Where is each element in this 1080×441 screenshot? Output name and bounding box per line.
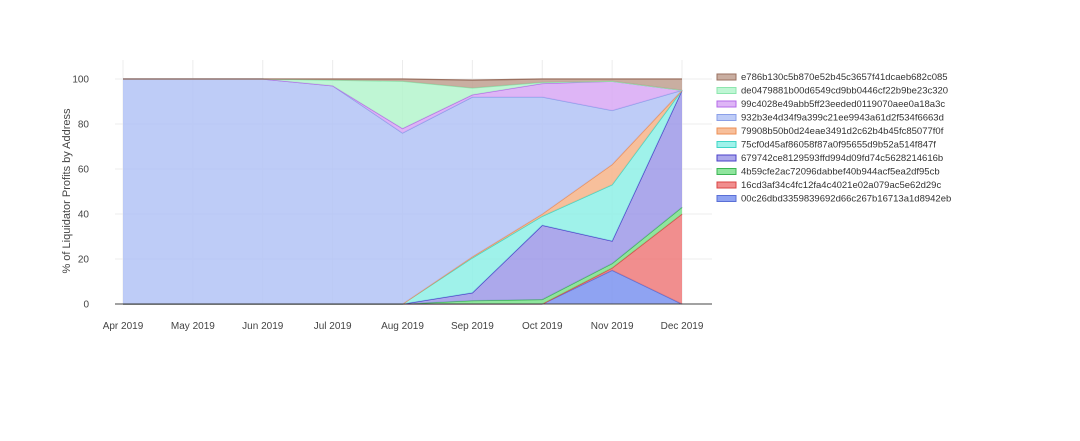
legend-swatch [716, 73, 737, 81]
legend-item[interactable]: 932b3e4d34f9a399c21ee9943a61d2f534f6663d [716, 113, 944, 124]
legend-swatch [716, 141, 737, 148]
legend-item[interactable]: 679742ce8129593ffd994d09fd74c5628214616b [716, 153, 943, 164]
x-tick-label: Jun 2019 [242, 321, 284, 332]
area-series-line-9 [123, 78, 682, 81]
area-series-0 [123, 270, 682, 304]
area-series-9 [123, 79, 682, 91]
y-tick-label: 0 [83, 300, 89, 311]
area-series-8 [123, 79, 682, 129]
x-tick-label: Aug 2019 [381, 321, 424, 332]
y-tick-label: 20 [78, 255, 90, 266]
x-tick-label: Dec 2019 [661, 321, 704, 332]
legend-item[interactable]: de0479881b00d6549cd9bb0446cf22b9be23c320 [716, 86, 948, 97]
y-tick-label: 80 [78, 120, 90, 131]
legend-item[interactable]: 75cf0d45af86058f87a0f95655d9b52a514f847f [716, 140, 936, 151]
area-series-5 [123, 90, 682, 304]
area-series-7 [123, 79, 682, 133]
x-tick-label: Nov 2019 [591, 321, 634, 332]
legend-swatch [716, 87, 737, 94]
legend-label: 932b3e4d34f9a399c21ee9943a61d2f534f6663d [741, 113, 944, 124]
legend-swatch [716, 195, 737, 202]
legend-item[interactable]: 00c26dbd3359839692d66c267b16713a1d8942eb [716, 194, 951, 205]
legend-swatch [716, 168, 737, 175]
legend-label: 679742ce8129593ffd994d09fd74c5628214616b [741, 153, 943, 164]
legend-item[interactable]: 16cd3af34c4fc12fa4c4021e02a079ac5e62d29c [716, 180, 941, 191]
y-tick-label: 60 [78, 165, 90, 176]
legend-label: 99c4028e49abb5ff23eeded0119070aee0a18a3c [741, 99, 945, 110]
x-tick-label: Oct 2019 [522, 321, 563, 332]
legend-label: de0479881b00d6549cd9bb0446cf22b9be23c320 [741, 86, 948, 97]
legend-label: 75cf0d45af86058f87a0f95655d9b52a514f847f [741, 140, 936, 151]
x-tick-label: Sep 2019 [451, 321, 494, 332]
x-tick-label: Apr 2019 [103, 321, 144, 332]
axis-layer: 0 20 40 60 80 100 Apr 2019 May 2019 Jun 2019 Jul … [72, 75, 712, 332]
legend-label: 16cd3af34c4fc12fa4c4021e02a079ac5e62d29c [741, 180, 941, 191]
legend[interactable]: e786b130c5b870e52b45c3657f41dcaeb682c085… [716, 72, 951, 205]
area-layer [123, 78, 683, 305]
legend-item[interactable]: e786b130c5b870e52b45c3657f41dcaeb682c085 [716, 72, 948, 83]
y-tick-label: 40 [78, 210, 90, 221]
legend-label: e786b130c5b870e52b45c3657f41dcaeb682c085 [741, 72, 948, 83]
legend-label: 79908b50b0d24eae3491d2c62b4b45fc85077f0f [741, 126, 944, 137]
legend-swatch [716, 114, 737, 121]
legend-label: 00c26dbd3359839692d66c267b16713a1d8942eb [741, 194, 951, 205]
legend-swatch [716, 154, 737, 162]
legend-item[interactable]: 79908b50b0d24eae3491d2c62b4b45fc85077f0f [716, 126, 944, 137]
x-tick-label: May 2019 [171, 321, 215, 332]
legend-item[interactable]: 4b59cfe2ac72096dabbef40b944acf5ea2df95cb [716, 167, 940, 178]
legend-swatch [716, 100, 737, 108]
legend-swatch [716, 127, 737, 135]
area-series-3 [123, 90, 682, 304]
legend-item[interactable]: 99c4028e49abb5ff23eeded0119070aee0a18a3c [716, 99, 945, 110]
x-tick-label: Jul 2019 [314, 321, 352, 332]
area-series-6 [123, 79, 682, 304]
y-tick-label: 100 [72, 75, 89, 86]
y-axis-title: % of Liquidator Profits by Address [61, 108, 73, 274]
legend-label: 4b59cfe2ac72096dabbef40b944acf5ea2df95cb [741, 167, 940, 178]
legend-swatch [716, 181, 737, 189]
